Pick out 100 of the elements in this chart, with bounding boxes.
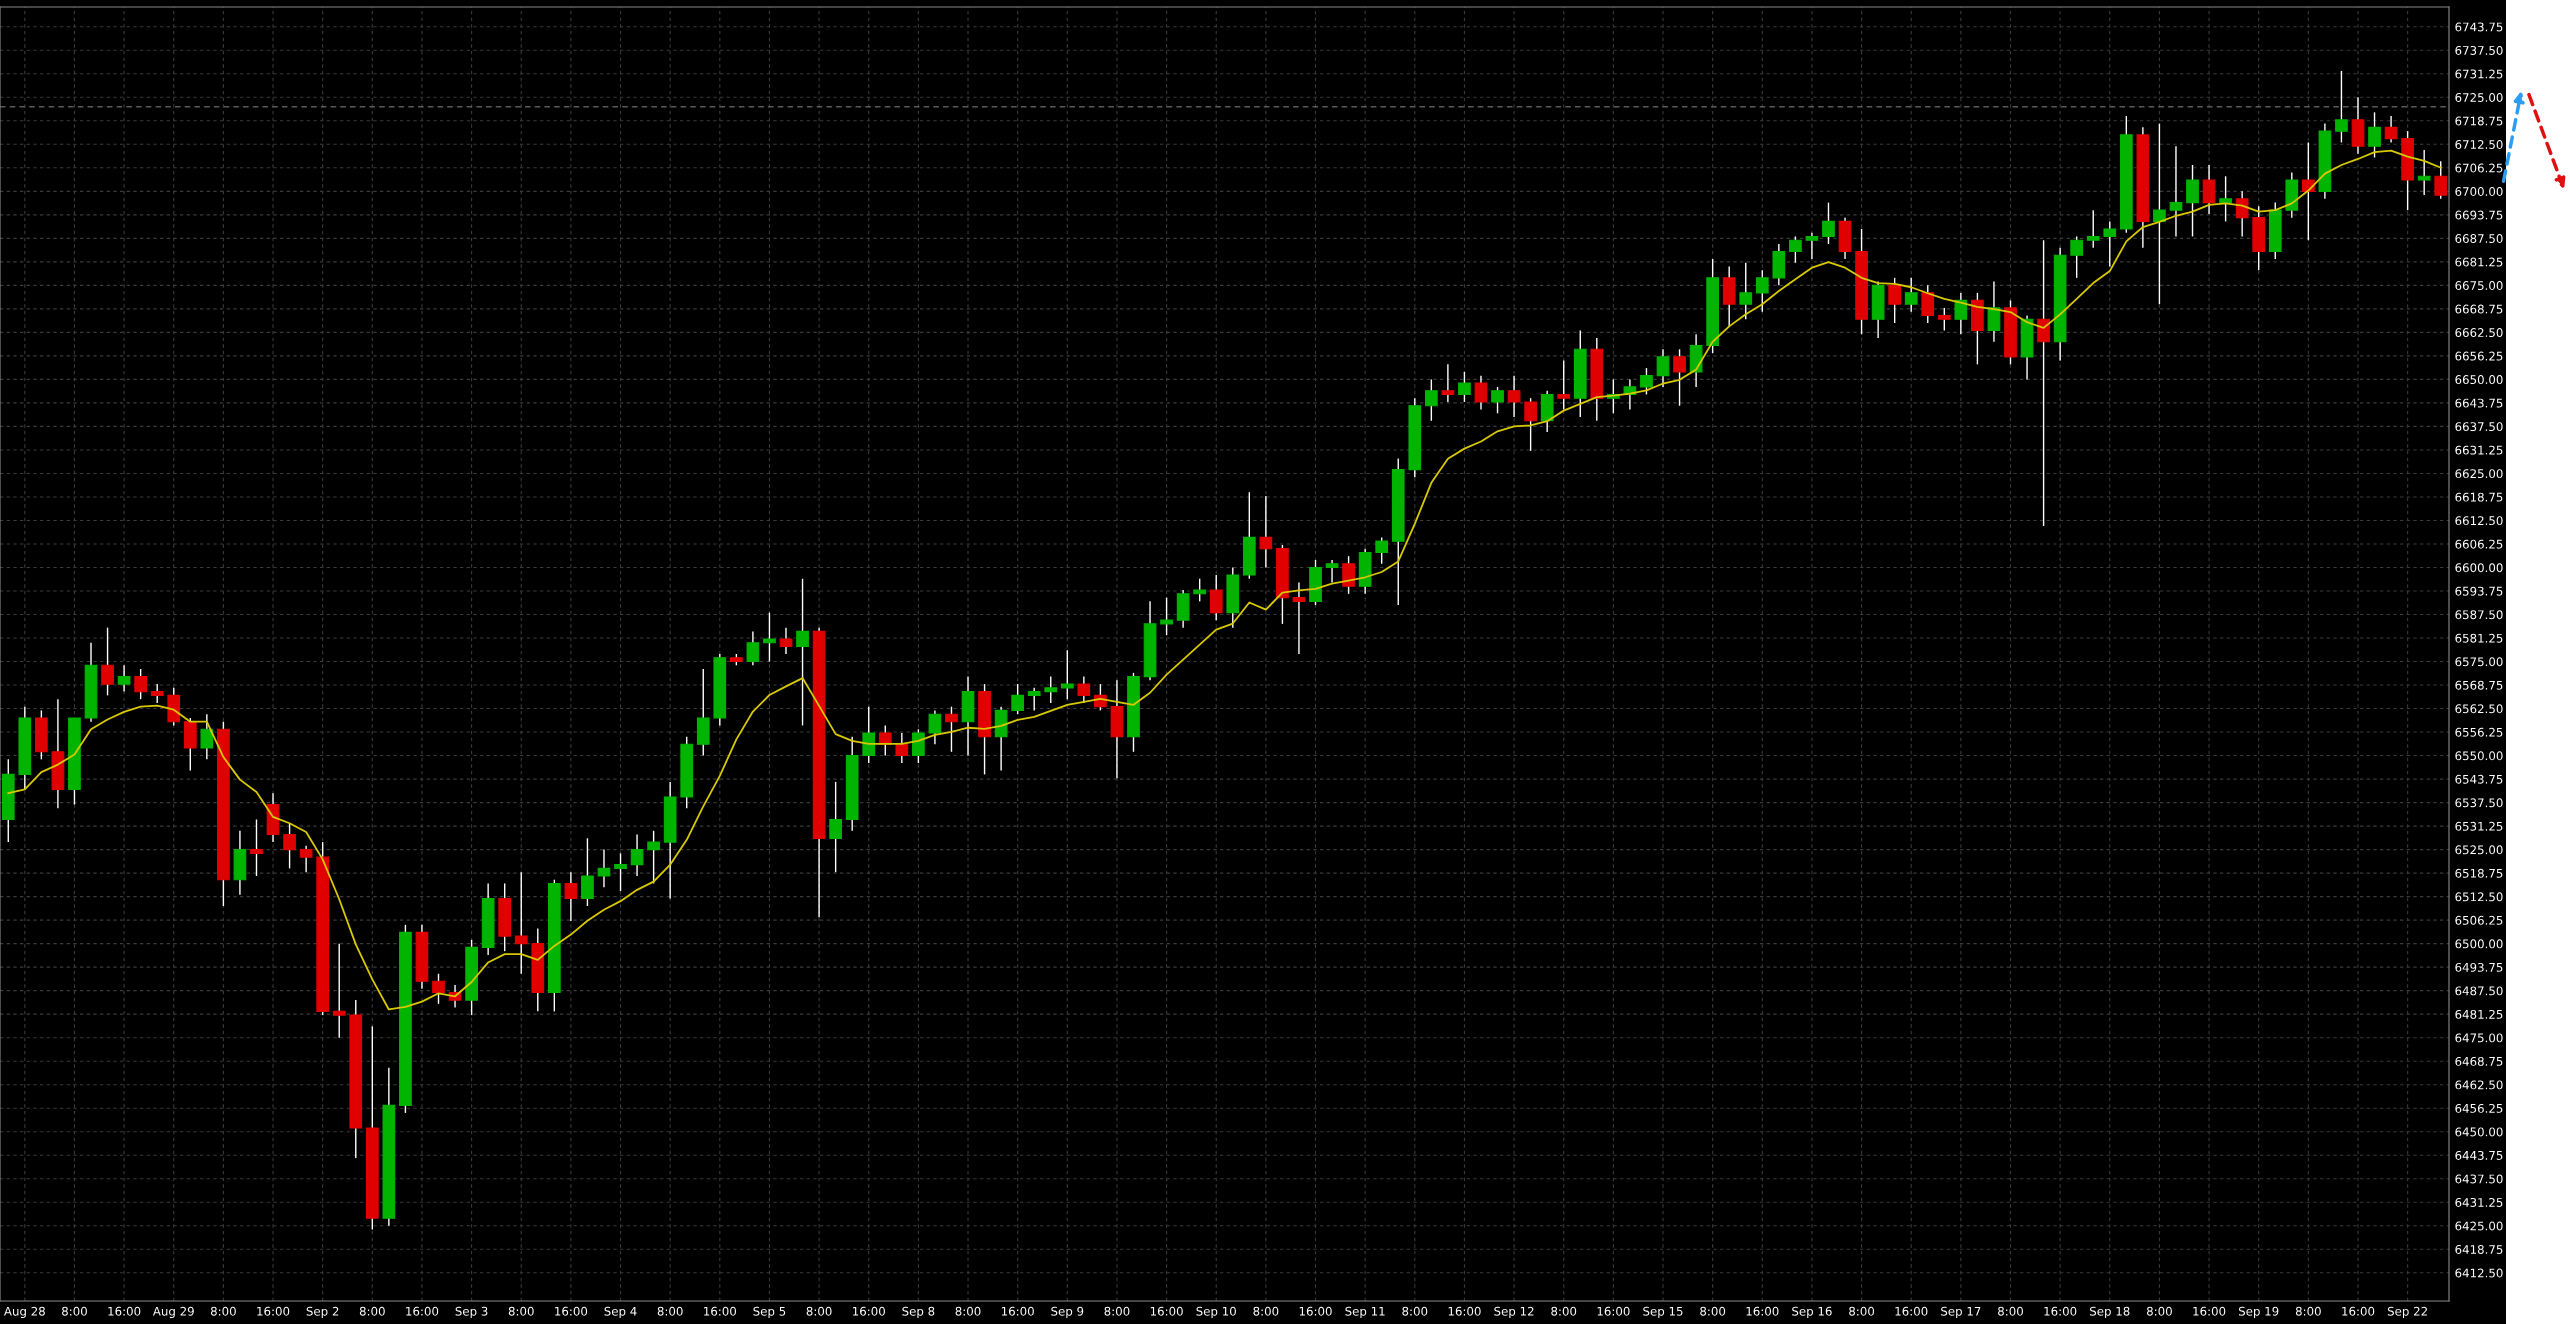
- y-tick-label: 6687.50: [2455, 234, 2503, 243]
- x-tick-label: 8:00: [1253, 1306, 1279, 1316]
- candlestick: [2417, 149, 2431, 196]
- candlestick: [2302, 141, 2315, 241]
- y-tick-label: 6543.75: [2455, 774, 2503, 784]
- candlestick: [250, 818, 263, 877]
- y-tick-label: 6568.75: [2455, 680, 2503, 690]
- x-tick-label: Aug 28: [4, 1306, 45, 1318]
- candlestick: [1209, 574, 1223, 621]
- y-tick-label: 6450.00: [2455, 1127, 2503, 1137]
- candlestick: [862, 705, 876, 764]
- candlestick: [895, 732, 909, 764]
- candlestick: [2153, 122, 2166, 305]
- candlestick: [432, 973, 445, 1005]
- candlestick: [1507, 374, 1521, 418]
- candlestick: [1375, 536, 1389, 565]
- x-tick-label: 16:00: [704, 1306, 737, 1316]
- y-tick-label: 6481.25: [2455, 1009, 2503, 1019]
- y-tick-label: 6493.75: [2455, 962, 2503, 972]
- candlestick: [2086, 209, 2100, 249]
- y-tick-label: 6556.25: [2455, 727, 2503, 737]
- x-tick-label: 16:00: [555, 1306, 588, 1316]
- candlestick: [1424, 378, 1438, 422]
- y-tick-label: 6625.00: [2455, 469, 2503, 479]
- x-tick-label: 8:00: [1104, 1306, 1130, 1316]
- candlestick: [1342, 555, 1355, 595]
- candlestick: [2070, 235, 2084, 279]
- candlestick: [597, 848, 611, 888]
- y-tick-label: 6606.25: [2455, 539, 2503, 549]
- candlestick: [564, 871, 578, 922]
- x-tick-label: 16:00: [1895, 1306, 1928, 1316]
- x-tick-label: Sep 11: [1345, 1306, 1385, 1318]
- x-tick-label: 8:00: [806, 1306, 832, 1316]
- candlestick: [514, 871, 528, 975]
- x-tick-label: Sep 16: [1792, 1306, 1832, 1318]
- y-tick-label: 6418.75: [2455, 1245, 2503, 1254]
- candlestick: [1027, 687, 1041, 712]
- x-tick-label: 16:00: [1299, 1306, 1332, 1316]
- x-tick-label: 8:00: [955, 1306, 981, 1316]
- x-tick-label: 8:00: [1551, 1306, 1577, 1316]
- candlestick: [630, 833, 644, 877]
- y-tick-label: 6500.00: [2455, 939, 2503, 949]
- y-tick-label: 6462.50: [2455, 1080, 2503, 1090]
- candlestick: [117, 664, 131, 693]
- candlestick: [2384, 115, 2398, 144]
- candlestick: [581, 837, 594, 907]
- candlestick: [1904, 277, 1918, 313]
- candlestick: [134, 668, 147, 700]
- x-tick-label: Sep 17: [1941, 1306, 1981, 1318]
- x-tick-label: 16:00: [406, 1306, 439, 1316]
- candlestick: [763, 611, 776, 663]
- candlestick: [878, 724, 892, 757]
- candlestick: [1474, 374, 1488, 411]
- y-tick-label: 6743.75: [2455, 22, 2503, 32]
- y-tick-label: 6456.25: [2455, 1103, 2503, 1113]
- candlestick: [912, 728, 925, 764]
- candlestick: [1060, 649, 1074, 700]
- x-tick-label: 16:00: [1448, 1306, 1481, 1316]
- x-tick-label: 8:00: [1849, 1306, 1875, 1316]
- x-tick-label: Sep 8: [902, 1306, 935, 1318]
- line-series: [7, 149, 2442, 1011]
- candlestick: [1491, 386, 1504, 414]
- y-tick-label: 6425.00: [2455, 1221, 2503, 1231]
- y-tick-label: 6531.25: [2455, 821, 2503, 831]
- y-tick-label: 6581.25: [2455, 633, 2503, 643]
- y-tick-label: 6631.25: [2455, 445, 2503, 455]
- candlestick: [1921, 284, 1935, 324]
- x-tick-label: Sep 19: [2238, 1306, 2279, 1318]
- candlestick: [1160, 596, 1173, 636]
- x-tick-label: Sep 10: [1196, 1306, 1236, 1318]
- candlestick: [779, 626, 793, 655]
- candlestick: [1739, 262, 1753, 320]
- y-tick-label: 6600.00: [2455, 563, 2503, 573]
- x-tick-label: Sep 12: [1494, 1306, 1534, 1318]
- candlestick: [2103, 220, 2117, 268]
- y-tick-label: 6525.00: [2455, 845, 2503, 855]
- x-tick-label: Sep 2: [306, 1306, 339, 1318]
- x-tick-label: 16:00: [1746, 1306, 1779, 1316]
- candlestick: [200, 713, 214, 761]
- y-tick-label: 6637.50: [2455, 422, 2503, 432]
- y-tick-label: 6681.25: [2455, 257, 2503, 267]
- candlestick: [1888, 277, 1902, 324]
- y-tick-label: 6612.50: [2455, 516, 2503, 526]
- candlestick: [1673, 348, 1686, 407]
- candlestick: [2037, 239, 2050, 527]
- candlestick: [1755, 269, 1769, 313]
- y-tick-label: 6718.75: [2455, 116, 2503, 126]
- candlestick: [2219, 175, 2232, 223]
- x-tick-label: Sep 4: [604, 1306, 637, 1318]
- candlestick: [945, 705, 958, 753]
- x-tick-label: 8:00: [657, 1306, 683, 1316]
- candlestick: [1292, 581, 1306, 655]
- y-tick-label: 6668.75: [2455, 304, 2503, 314]
- candlestick: [1077, 675, 1091, 704]
- x-tick-label: 16:00: [2044, 1306, 2077, 1316]
- x-tick-label: 16:00: [1597, 1306, 1630, 1316]
- candlestick: [1805, 232, 1819, 260]
- candlestick: [1044, 675, 1058, 704]
- x-tick-label: 8:00: [508, 1306, 534, 1316]
- y-tick-label: 6737.50: [2455, 45, 2503, 55]
